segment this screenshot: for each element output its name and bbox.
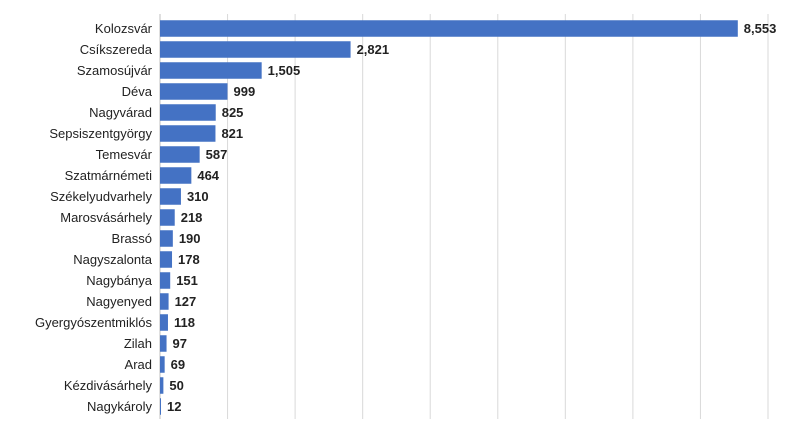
value-label: 118	[174, 315, 195, 330]
category-label: Székelyudvarhely	[50, 189, 152, 204]
value-label: 821	[221, 126, 243, 141]
value-label: 999	[233, 84, 255, 99]
category-label: Sepsiszentgyörgy	[49, 126, 152, 141]
value-label: 50	[169, 378, 183, 393]
bar	[160, 230, 173, 247]
category-label: Nagyvárad	[89, 105, 152, 120]
category-label: Arad	[125, 357, 152, 372]
value-label: 190	[179, 231, 201, 246]
category-label: Brassó	[112, 231, 152, 246]
category-label: Zilah	[124, 336, 152, 351]
bar	[160, 188, 181, 205]
bar	[160, 41, 351, 58]
bar	[160, 251, 173, 268]
category-label: Szatmárnémeti	[65, 168, 153, 183]
bar	[160, 104, 216, 121]
value-label: 2,821	[357, 42, 390, 57]
category-label: Nagybánya	[86, 273, 153, 288]
category-label: Déva	[122, 84, 153, 99]
category-label: Kézdivásárhely	[64, 378, 153, 393]
bar	[160, 335, 167, 352]
bar	[160, 83, 228, 100]
value-label: 587	[206, 147, 228, 162]
bar	[160, 293, 169, 310]
bars-group	[160, 20, 738, 415]
bar	[160, 398, 161, 415]
value-label: 151	[176, 273, 198, 288]
value-label: 464	[197, 168, 219, 183]
bar	[160, 314, 168, 331]
category-label: Marosvásárhely	[60, 210, 152, 225]
value-label: 310	[187, 189, 209, 204]
category-label: Gyergyószentmiklós	[35, 315, 153, 330]
category-label: Csíkszereda	[80, 42, 153, 57]
category-label: Szamosújvár	[77, 63, 153, 78]
category-label: Nagyszalonta	[73, 252, 153, 267]
value-label: 127	[175, 294, 197, 309]
value-label: 218	[181, 210, 203, 225]
bar	[160, 146, 200, 163]
bar	[160, 167, 192, 184]
value-label: 8,553	[744, 21, 777, 36]
value-label: 1,505	[268, 63, 301, 78]
value-label: 825	[222, 105, 244, 120]
category-label: Temesvár	[96, 147, 153, 162]
bar	[160, 356, 165, 373]
value-label: 178	[178, 252, 200, 267]
category-label: Nagykároly	[87, 399, 153, 414]
bar	[160, 62, 262, 79]
category-labels: Kolozsvár Csíkszereda Szamosújvár Déva Nagyv…	[35, 21, 153, 414]
bar	[160, 272, 171, 289]
value-labels: 8,553 2,821 1,505 999 825 821 587 464 310 218 190 1…	[167, 21, 776, 414]
bar	[160, 125, 216, 142]
bar	[160, 209, 175, 226]
bar	[160, 377, 164, 394]
bar	[160, 20, 738, 37]
value-label: 69	[171, 357, 185, 372]
category-label: Nagyenyed	[86, 294, 152, 309]
value-label: 97	[173, 336, 187, 351]
category-label: Kolozsvár	[95, 21, 153, 36]
value-label: 12	[167, 399, 181, 414]
